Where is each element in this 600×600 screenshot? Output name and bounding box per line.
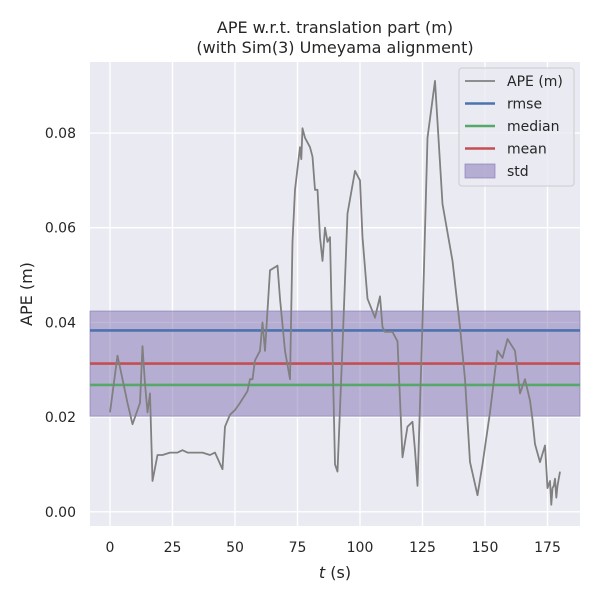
y-tick-label: 0.08 [45,126,76,142]
legend-frame [458,67,575,187]
x-tick-labels: 0 25 50 75 100 125 150 175 [106,540,561,556]
y-axis-label: APE (m) [17,262,36,326]
chart-title: APE w.r.t. translation part (m) [217,18,453,37]
x-tick-label: 100 [347,540,374,556]
legend-mean-label: mean [507,142,547,158]
stat-lines-layer [90,329,580,387]
x-tick-label: 75 [289,540,307,556]
x-axis-label: t (s) [319,563,351,582]
y-tick-label: 0.06 [45,221,76,237]
y-tick-label: 0.04 [45,315,76,331]
x-tick-label: 125 [409,540,436,556]
chart-subtitle: (with Sim(3) Umeyama alignment) [196,38,473,57]
ape-series-layer [109,80,561,506]
x-axis-label-unit: (s) [325,563,351,582]
legend-median-label: median [507,119,559,135]
x-tick-label: 0 [106,540,115,556]
x-tick-label: 150 [472,540,499,556]
ape-line [109,80,561,506]
x-axis-label-var: t [319,563,326,582]
legend: APE (m) rmse median mean std [458,67,575,187]
x-tick-label: 50 [226,540,244,556]
y-tick-labels: 0.00 0.02 0.04 0.06 0.08 [45,126,76,521]
x-tick-label: 175 [534,540,561,556]
y-tick-label: 0.00 [45,505,76,521]
y-tick-label: 0.02 [45,410,76,426]
x-tick-label: 25 [164,540,182,556]
legend-rmse-label: rmse [507,97,542,113]
legend-std-label: std [507,164,529,180]
legend-std-swatch [464,163,496,179]
legend-ape-label: APE (m) [507,74,563,90]
